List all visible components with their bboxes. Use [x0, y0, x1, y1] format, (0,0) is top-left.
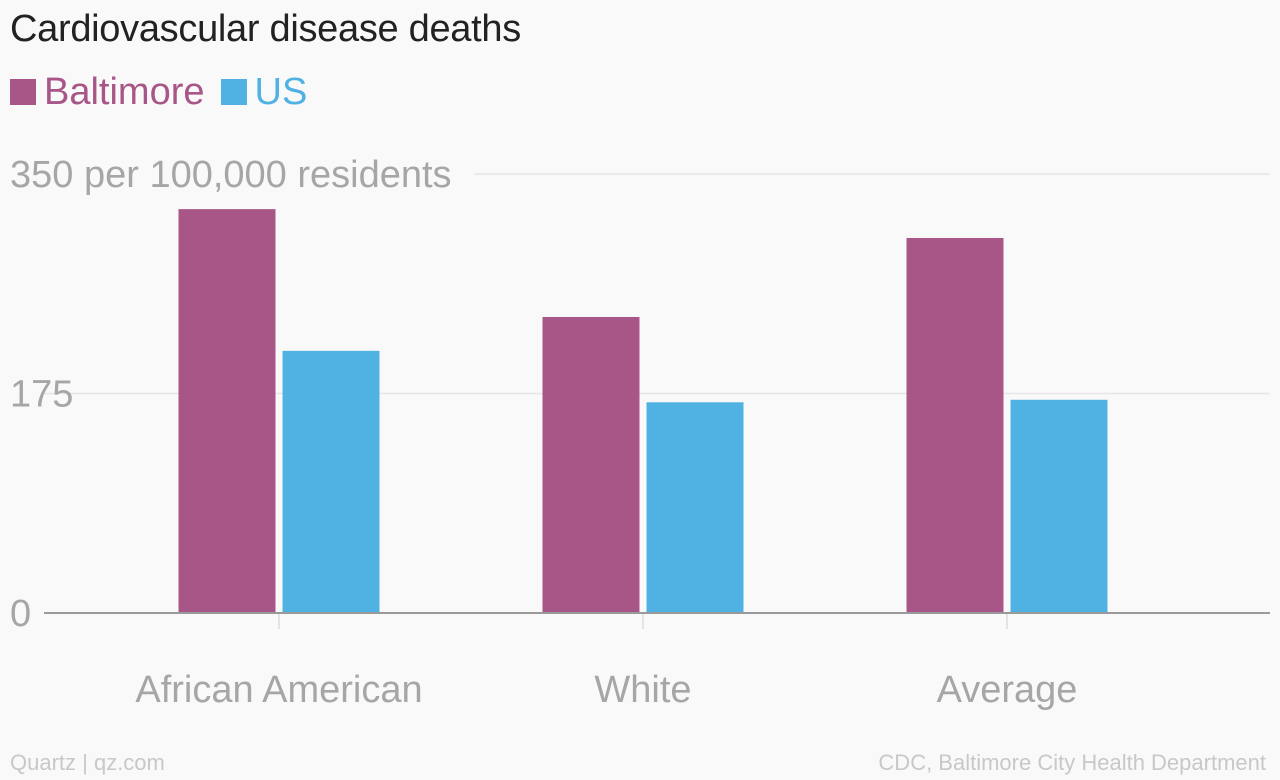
chart-title: Cardiovascular disease deaths	[10, 8, 521, 50]
bar-baltimore-african-american	[178, 209, 276, 613]
x-tick-label: White	[594, 669, 691, 711]
y-tick-label: 350 per 100,000 residents	[10, 154, 452, 196]
bar-chart: 350 per 100,000 residents 175 0 African Ame…	[10, 154, 1270, 711]
legend-swatch-us	[220, 79, 247, 105]
bar-baltimore-average	[906, 237, 1004, 613]
y-tick-label: 0	[10, 593, 31, 635]
x-tick-label: African American	[135, 669, 422, 711]
legend-item-baltimore: Baltimore	[10, 71, 205, 114]
legend-label-us: US	[254, 70, 308, 113]
y-tick-label: 175	[10, 374, 73, 416]
bar-baltimore-white	[542, 316, 640, 613]
legend-swatch-baltimore	[10, 79, 36, 105]
source-text: CDC, Baltimore City Health Department	[878, 750, 1266, 775]
credit-text: Quartz | qz.com	[10, 750, 165, 775]
bar-us-african-american	[282, 350, 380, 613]
legend-item-us: US	[220, 70, 308, 114]
bar-us-white	[646, 402, 744, 613]
legend-label-baltimore: Baltimore	[44, 70, 205, 113]
bar-us-average	[1010, 399, 1108, 613]
legend: Baltimore US	[10, 70, 323, 114]
x-tick-label: Average	[937, 669, 1078, 711]
